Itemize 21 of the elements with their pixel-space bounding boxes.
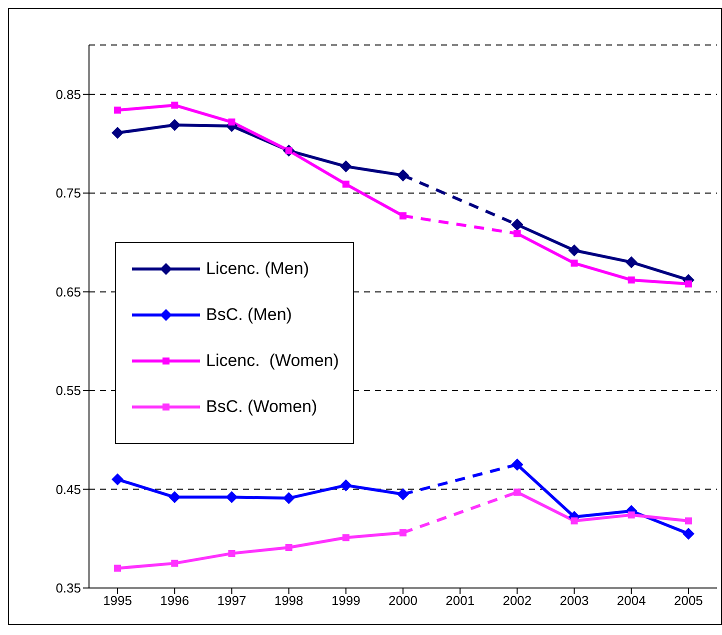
y-tick-label: 0.55 <box>56 383 81 398</box>
x-tick-label: 1996 <box>160 593 190 608</box>
x-tick-label: 2002 <box>502 593 532 608</box>
legend-label: Licenc. (Women) <box>206 351 339 371</box>
y-tick-label: 0.75 <box>56 186 81 201</box>
y-tick-label: 0.45 <box>56 482 81 497</box>
y-tick-label: 0.35 <box>56 580 81 596</box>
x-tick-label: 1999 <box>331 593 360 608</box>
x-tick-label: 2003 <box>560 593 589 608</box>
x-tick-label: 1995 <box>103 593 132 608</box>
legend-label: Licenc. (Men) <box>206 259 309 279</box>
x-tick-label: 1998 <box>274 593 304 608</box>
legend-label: BsC. (Women) <box>206 397 318 417</box>
x-tick-label: 2000 <box>388 593 418 608</box>
y-tick-label: 0.65 <box>56 284 81 300</box>
x-tick-label: 1997 <box>217 593 246 608</box>
x-tick-label: 2004 <box>616 593 646 608</box>
y-tick-label: 0.85 <box>56 86 81 102</box>
legend-label: BsC. (Men) <box>206 305 292 325</box>
x-tick-label: 2005 <box>674 593 703 608</box>
x-tick-label: 2001 <box>446 593 475 608</box>
